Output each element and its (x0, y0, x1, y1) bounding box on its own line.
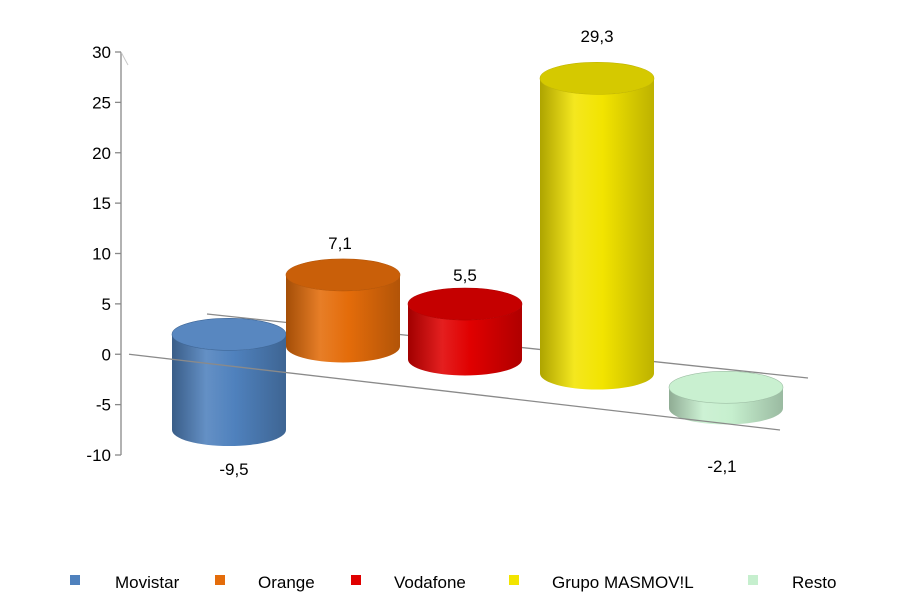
legend-swatch (509, 575, 519, 585)
y-tick-label: 15 (92, 194, 111, 213)
legend-swatch (70, 575, 80, 585)
legend: Movistar Orange Vodafone Grupo MASMOV!L Rest… (70, 573, 836, 592)
bar-cap (407, 287, 523, 321)
bar-movistar (171, 318, 287, 447)
bar-body (408, 304, 522, 376)
y-tick-label: 30 (92, 43, 111, 62)
data-label: 7,1 (328, 234, 352, 253)
y-tick-label: 20 (92, 144, 111, 163)
bar-cap (668, 370, 784, 404)
y-tick-label: -5 (96, 396, 111, 415)
bar-cap (539, 62, 655, 95)
bar-body (540, 78, 654, 390)
bar-grupo-masmov-l (539, 62, 655, 390)
legend-item: Orange (215, 573, 315, 592)
legend-label: Movistar (115, 573, 180, 592)
y-tick-label: 10 (92, 245, 111, 264)
data-label: -9,5 (219, 460, 248, 479)
bar-body (172, 334, 286, 447)
y-axis-depth-line (120, 51, 129, 66)
bar-cap (171, 318, 287, 351)
bar-body (286, 274, 400, 363)
data-label: 5,5 (453, 266, 477, 285)
legend-swatch (351, 575, 361, 585)
legend-item: Resto (748, 573, 836, 592)
legend-swatch (215, 575, 225, 585)
legend-label: Orange (258, 573, 315, 592)
data-labels: -9,5 7,1 5,5 29,3 -2,1 (219, 27, 736, 479)
bar-cap (285, 258, 401, 292)
bar-vodafone (407, 287, 523, 376)
bar-body (669, 387, 783, 425)
y-tick-label: 0 (102, 345, 111, 364)
bars (171, 62, 784, 447)
legend-item: Movistar (70, 573, 180, 592)
data-label: -2,1 (707, 457, 736, 476)
zero-plane-front-edge (128, 353, 781, 431)
bar-orange (285, 258, 401, 363)
y-tick-label: 25 (92, 93, 111, 112)
bar-resto (668, 370, 784, 425)
legend-label: Grupo MASMOV!L (552, 573, 694, 592)
legend-label: Vodafone (394, 573, 466, 592)
y-tick-label: 5 (102, 295, 111, 314)
data-label: 29,3 (580, 27, 613, 46)
axes: 30 25 20 15 10 5 0 -5 -10 (86, 43, 809, 465)
y-tick-label: -10 (86, 446, 111, 465)
legend-label: Resto (792, 573, 836, 592)
legend-item: Vodafone (351, 573, 466, 592)
legend-swatch (748, 575, 758, 585)
legend-item: Grupo MASMOV!L (509, 573, 694, 592)
